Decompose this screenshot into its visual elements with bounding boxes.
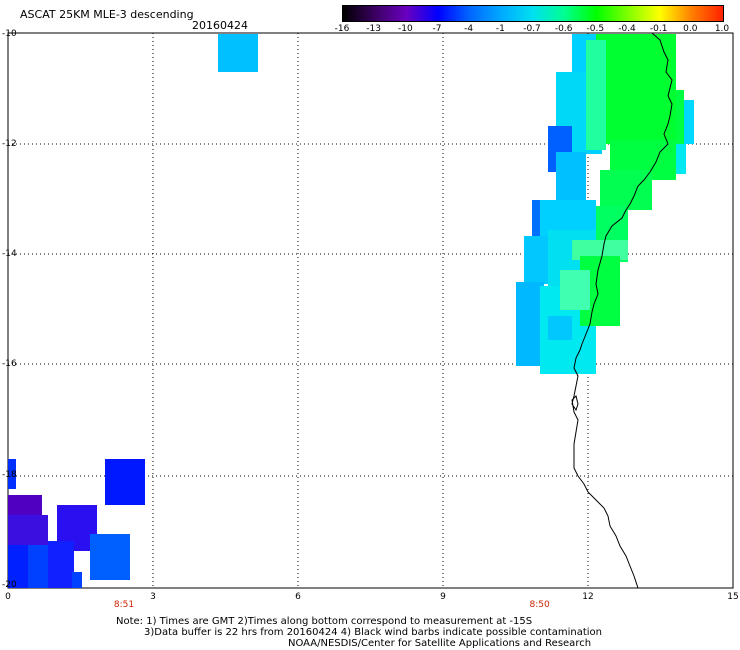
x-tick-label: 6 (295, 592, 301, 602)
map-title: ASCAT 25KM MLE-3 descending (20, 8, 194, 21)
y-tick-label: -20 (2, 580, 17, 590)
colorbar-tick-label: -0.6 (554, 24, 573, 34)
colorbar-tick-label: -0.1 (649, 24, 668, 34)
colorbar-tick-label: -7 (432, 24, 442, 34)
map-frame (7, 32, 734, 589)
colorbar-tick-label: -10 (397, 24, 413, 34)
x-tick-label: 9 (440, 592, 446, 602)
colorbar-tick-label: -4 (464, 24, 474, 34)
colorbar-tick-label: -13 (366, 24, 381, 34)
coastline (571, 32, 673, 589)
x-tick-label: 15 (727, 592, 739, 602)
y-tick-label: -12 (2, 139, 17, 149)
x-tick-label: 12 (582, 592, 594, 602)
y-tick-label: -14 (2, 249, 17, 259)
colorbar-gradient (343, 6, 723, 21)
y-tick-label: -18 (2, 470, 17, 480)
colorbar-tick-label: 1.0 (714, 24, 730, 34)
colorbar (342, 5, 724, 22)
x-tick-label: 0 (5, 592, 11, 602)
note-line-2: 3)Data buffer is 22 hrs from 20160424 4)… (144, 627, 602, 638)
y-tick-label: -10 (2, 29, 17, 39)
colorbar-tick-label: 0.0 (683, 24, 698, 34)
colorbar-tick-label: -0.5 (586, 24, 605, 34)
colorbar-tick-label: -0.7 (523, 24, 541, 34)
colorbar-tick-label: -16 (334, 24, 350, 34)
note-line-1: Note: 1) Times are GMT 2)Times along bot… (116, 616, 533, 627)
x-tick-label: 3 (150, 592, 156, 602)
map-date: 20160424 (192, 19, 248, 32)
swath-east (516, 34, 694, 374)
time-label: 8:51 (113, 600, 135, 610)
time-label: 8:50 (529, 600, 550, 610)
wind-cell (218, 34, 258, 72)
y-tick-label: -16 (2, 359, 17, 369)
colorbar-tick-label: -0.4 (618, 24, 636, 34)
colorbar-tick-label: -1 (495, 24, 505, 34)
note-line-3: NOAA/NESDIS/Center for Satellite Applica… (288, 638, 592, 649)
swath-southwest (8, 459, 145, 588)
